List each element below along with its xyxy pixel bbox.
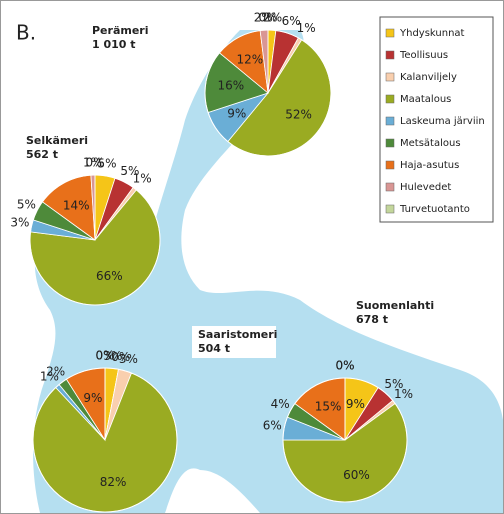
legend-swatch [385, 138, 395, 148]
legend-swatch [385, 160, 395, 170]
legend-label: Turvetuotanto [399, 204, 470, 215]
value-label: 0% [85, 156, 104, 170]
value-label: 60% [343, 468, 370, 482]
pie-title-box [350, 297, 434, 329]
legend-swatch [385, 116, 395, 126]
value-label: 5% [120, 164, 139, 178]
pie-outline [32, 367, 178, 513]
value-label: 0% [258, 11, 277, 25]
value-label: 4% [271, 397, 290, 411]
pie-outline [29, 174, 161, 306]
legend-items: Yhdyskunnat Teollisuus Kalanviljely Maatalo… [385, 28, 485, 215]
value-label: 0% [95, 349, 114, 363]
legend-swatch [385, 72, 395, 82]
value-label: 1% [297, 21, 316, 35]
value-label: 9% [227, 107, 246, 121]
pie-title: Saaristomeri [198, 328, 277, 341]
value-label: 9% [346, 397, 365, 411]
value-label: 15% [315, 399, 342, 413]
value-label: 0% [335, 359, 354, 373]
legend-swatch [385, 50, 395, 60]
pie-title: Perämeri [92, 24, 149, 37]
value-label: 2% [263, 11, 282, 25]
legend-label: Maatalous [400, 94, 451, 105]
value-label: 14% [63, 198, 90, 212]
legend-swatch [385, 28, 395, 38]
value-label: 1% [394, 387, 413, 401]
value-label: 1% [133, 172, 152, 186]
legend-label: Yhdyskunnat [399, 28, 465, 39]
value-label: 3% [119, 352, 138, 366]
pie-subtitle: 562 t [26, 148, 58, 161]
value-label: 2% [254, 11, 273, 25]
pie-title: Selkämeri [26, 134, 88, 147]
pie-title-box [192, 326, 276, 358]
legend [379, 16, 494, 223]
pie-subtitle: 1 010 t [92, 38, 136, 51]
pie-title-box [86, 22, 162, 54]
value-label: 0% [335, 359, 354, 373]
value-label: 9% [83, 391, 102, 405]
pie-subtitle: 678 t [356, 313, 388, 326]
value-label: 1% [40, 369, 59, 383]
legend-label: Kalanviljely [400, 72, 457, 83]
value-label: 0% [95, 349, 114, 363]
value-label: 5% [98, 156, 117, 170]
pie-subtitle: 504 t [198, 342, 230, 355]
legend-label: Hulevedet [400, 182, 451, 193]
value-label: 0% [111, 350, 130, 364]
value-label: 3% [103, 349, 122, 363]
value-label: 6% [263, 419, 282, 433]
legend-label: Haja-asutus [400, 160, 459, 171]
pie-outline [204, 29, 332, 157]
value-label: 3% [10, 216, 29, 230]
legend-label: Laskeuma järviin [400, 116, 485, 127]
legend-swatch [385, 204, 395, 214]
value-label: 82% [100, 475, 127, 489]
legend-label: Metsätalous [400, 138, 461, 149]
value-label: 2% [46, 365, 65, 379]
pie-title: Suomenlahti [356, 299, 434, 312]
legend-label: Teollisuus [399, 50, 448, 61]
value-label: 5% [384, 377, 403, 391]
panel-label: B. [16, 21, 36, 45]
legend-swatch [385, 94, 395, 104]
value-label: 12% [236, 52, 263, 66]
pie-outline [282, 377, 408, 503]
value-label: 6% [282, 14, 301, 28]
value-label: 5% [17, 198, 36, 212]
pie-title-box [20, 132, 96, 164]
value-label: 16% [218, 78, 245, 92]
value-label: 66% [96, 269, 123, 283]
value-label: 1% [83, 156, 102, 170]
legend-swatch [385, 182, 395, 192]
value-label: 52% [285, 108, 312, 122]
